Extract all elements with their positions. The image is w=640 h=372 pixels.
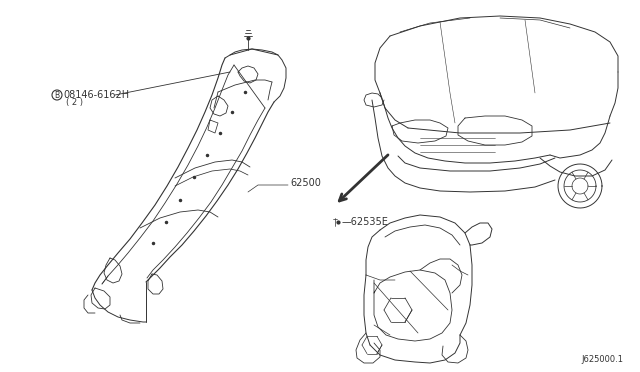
Text: 62500: 62500: [290, 178, 321, 188]
Text: —62535E: —62535E: [342, 217, 389, 227]
Text: 08146-6162H: 08146-6162H: [63, 90, 129, 100]
Text: J625000.1: J625000.1: [581, 356, 623, 365]
Text: ( 2 ): ( 2 ): [66, 99, 83, 108]
Text: B: B: [54, 90, 60, 99]
